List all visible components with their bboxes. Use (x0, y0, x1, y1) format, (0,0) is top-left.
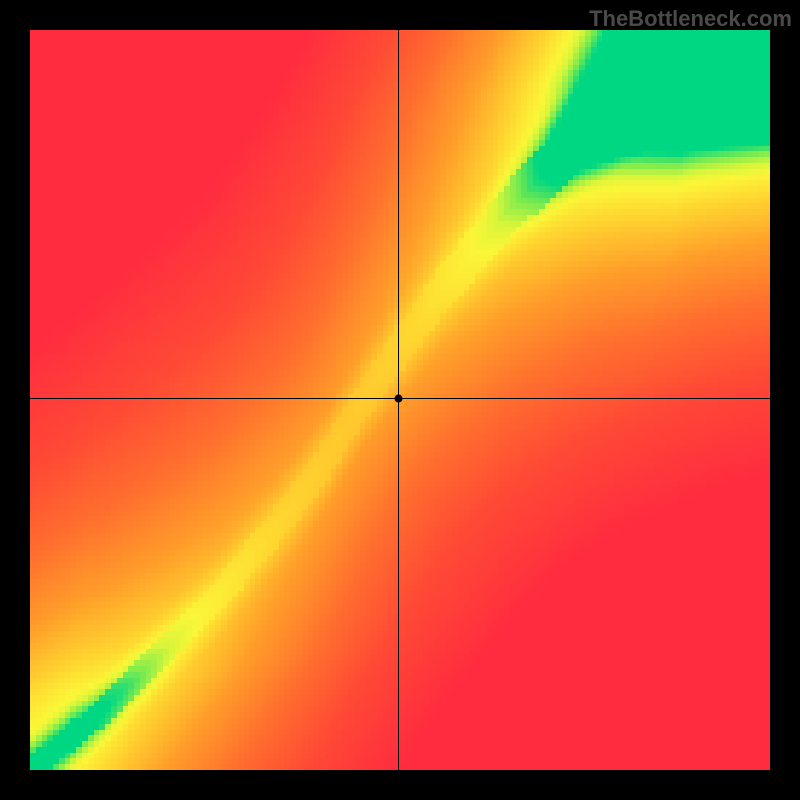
bottleneck-heatmap (0, 0, 800, 800)
chart-container: TheBottleneck.com (0, 0, 800, 800)
